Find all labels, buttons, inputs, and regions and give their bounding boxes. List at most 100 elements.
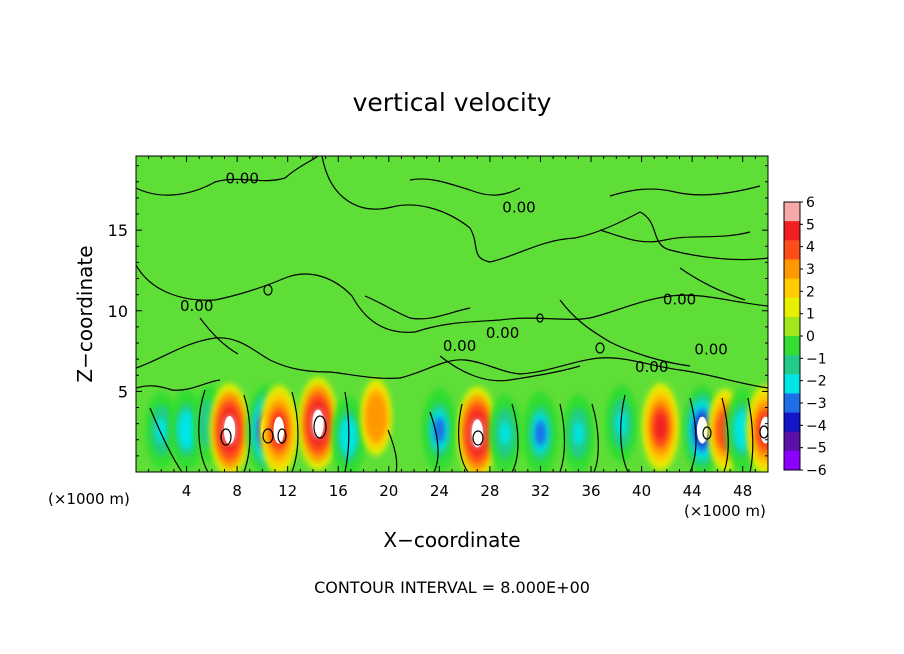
colorbar-swatch — [784, 259, 800, 279]
colorbar-tick-label: −5 — [806, 441, 827, 457]
contour-line — [609, 185, 761, 197]
velocity-cell — [360, 378, 392, 456]
contour-line — [599, 229, 751, 243]
contour-line — [620, 394, 629, 472]
colorbar-tick-label: −2 — [806, 374, 827, 390]
contour-line — [313, 415, 327, 439]
contour-line — [220, 428, 232, 446]
y-axis-ticks: 5 10 15 — [108, 165, 768, 457]
contour-line — [243, 394, 251, 472]
colorbar: 6 5 4 3 2 1 0 −1 −2 −3 −4 −5 −6 — [783, 195, 827, 479]
contour-lines — [136, 156, 768, 472]
x-unit-right: (×1000 m) — [684, 502, 766, 520]
contour-line — [136, 379, 221, 391]
x-tick-label: 4 — [182, 482, 192, 500]
x-tick-label: 32 — [531, 482, 550, 500]
contour-line — [199, 317, 239, 355]
x-tick-label: 20 — [379, 482, 398, 500]
x-tick-label: 48 — [733, 482, 752, 500]
x-tick-label: 16 — [329, 482, 348, 500]
x-tick-label: 24 — [430, 482, 449, 500]
colorbar-tick-label: −6 — [806, 463, 827, 479]
contour-label: 0.00 — [663, 290, 696, 308]
velocity-cell — [562, 394, 595, 472]
colorbar-swatch — [784, 278, 800, 299]
x-tick-label: 8 — [232, 482, 242, 500]
contour-line — [679, 267, 746, 301]
x-tick-label: 40 — [632, 482, 651, 500]
x-tick-label: 12 — [278, 482, 297, 500]
colorbar-swatch — [784, 336, 800, 356]
velocity-cells — [145, 376, 768, 472]
contour-line — [198, 389, 209, 472]
colorbar-swatch — [784, 393, 800, 413]
colorbar-tick-label: 0 — [806, 329, 815, 345]
contour-line — [458, 403, 469, 472]
contour-line — [429, 411, 439, 472]
contour-line — [721, 397, 729, 472]
colorbar-swatch — [784, 412, 800, 433]
velocity-cell — [642, 383, 679, 471]
contour-label: 0.00 — [486, 324, 519, 342]
velocity-cell — [523, 391, 558, 472]
colorbar-tick-label: −1 — [806, 351, 827, 367]
x-tick-label: 36 — [581, 482, 600, 500]
contour-line — [364, 295, 471, 320]
x-tick-label: 28 — [480, 482, 499, 500]
contour-line — [595, 342, 605, 354]
contour-line — [536, 313, 544, 323]
velocity-cell — [421, 388, 457, 472]
y-axis-label: Z−coordinate — [73, 245, 97, 382]
colorbar-swatch — [784, 355, 800, 375]
x-unit-left: (×1000 m) — [48, 490, 130, 508]
contour-line — [702, 426, 712, 440]
colorbar-tick-label: 2 — [806, 284, 815, 300]
chart-title: vertical velocity — [353, 88, 552, 117]
contour-label: 0.00 — [443, 337, 476, 355]
velocity-cell — [209, 383, 250, 472]
colorbar-tick-label: −4 — [806, 418, 827, 434]
colorbar-swatch — [784, 431, 800, 452]
contour-label: 0.00 — [225, 169, 258, 187]
colorbar-swatch — [784, 297, 800, 318]
colorbar-swatch — [784, 221, 800, 241]
colorbar-swatch — [784, 202, 800, 222]
colorbar-swatch — [784, 374, 800, 394]
contour-label: 0.00 — [502, 198, 535, 216]
contour-line — [262, 428, 274, 444]
velocity-cell — [457, 386, 498, 472]
contour-line — [387, 429, 398, 472]
contour-labels: 0.00 0.00 0.00 0.00 0.00 0.00 0.00 0.00 — [180, 169, 728, 376]
velocity-cell — [489, 394, 521, 472]
contour-line — [472, 430, 484, 446]
contour-line — [559, 403, 566, 472]
colorbar-tick-label: 6 — [806, 195, 815, 211]
colorbar-tick-label: 4 — [806, 240, 815, 256]
contour-line — [277, 428, 287, 444]
contour-label: 0.00 — [635, 358, 668, 376]
contour-line — [291, 391, 299, 472]
colorbar-swatch — [784, 316, 800, 337]
colorbar-tick-label: 1 — [806, 307, 815, 323]
velocity-cell — [298, 376, 338, 471]
y-tick-label: 10 — [108, 302, 128, 321]
contour-line — [439, 355, 581, 382]
colorbar-swatch — [784, 240, 800, 260]
x-axis-label: X−coordinate — [383, 528, 520, 552]
contour-line — [149, 407, 183, 472]
x-tick-label: 44 — [683, 482, 702, 500]
velocity-cell — [746, 385, 768, 472]
contour-line — [591, 403, 599, 472]
contour-interval-footer: CONTOUR INTERVAL = 8.000E+00 — [314, 578, 590, 597]
contour-label: 0.00 — [180, 297, 213, 315]
contour-line — [321, 156, 768, 263]
velocity-cell — [259, 385, 298, 472]
contour-label: 0.00 — [694, 340, 727, 358]
x-axis-ticks: 4 8 12 16 20 24 28 32 36 40 44 48 — [148, 156, 756, 500]
colorbar-tick-label: 5 — [806, 217, 815, 233]
y-tick-label: 15 — [108, 221, 128, 240]
y-tick-label: 5 — [118, 382, 128, 401]
contour-line — [409, 178, 521, 196]
contour-line — [747, 397, 754, 472]
